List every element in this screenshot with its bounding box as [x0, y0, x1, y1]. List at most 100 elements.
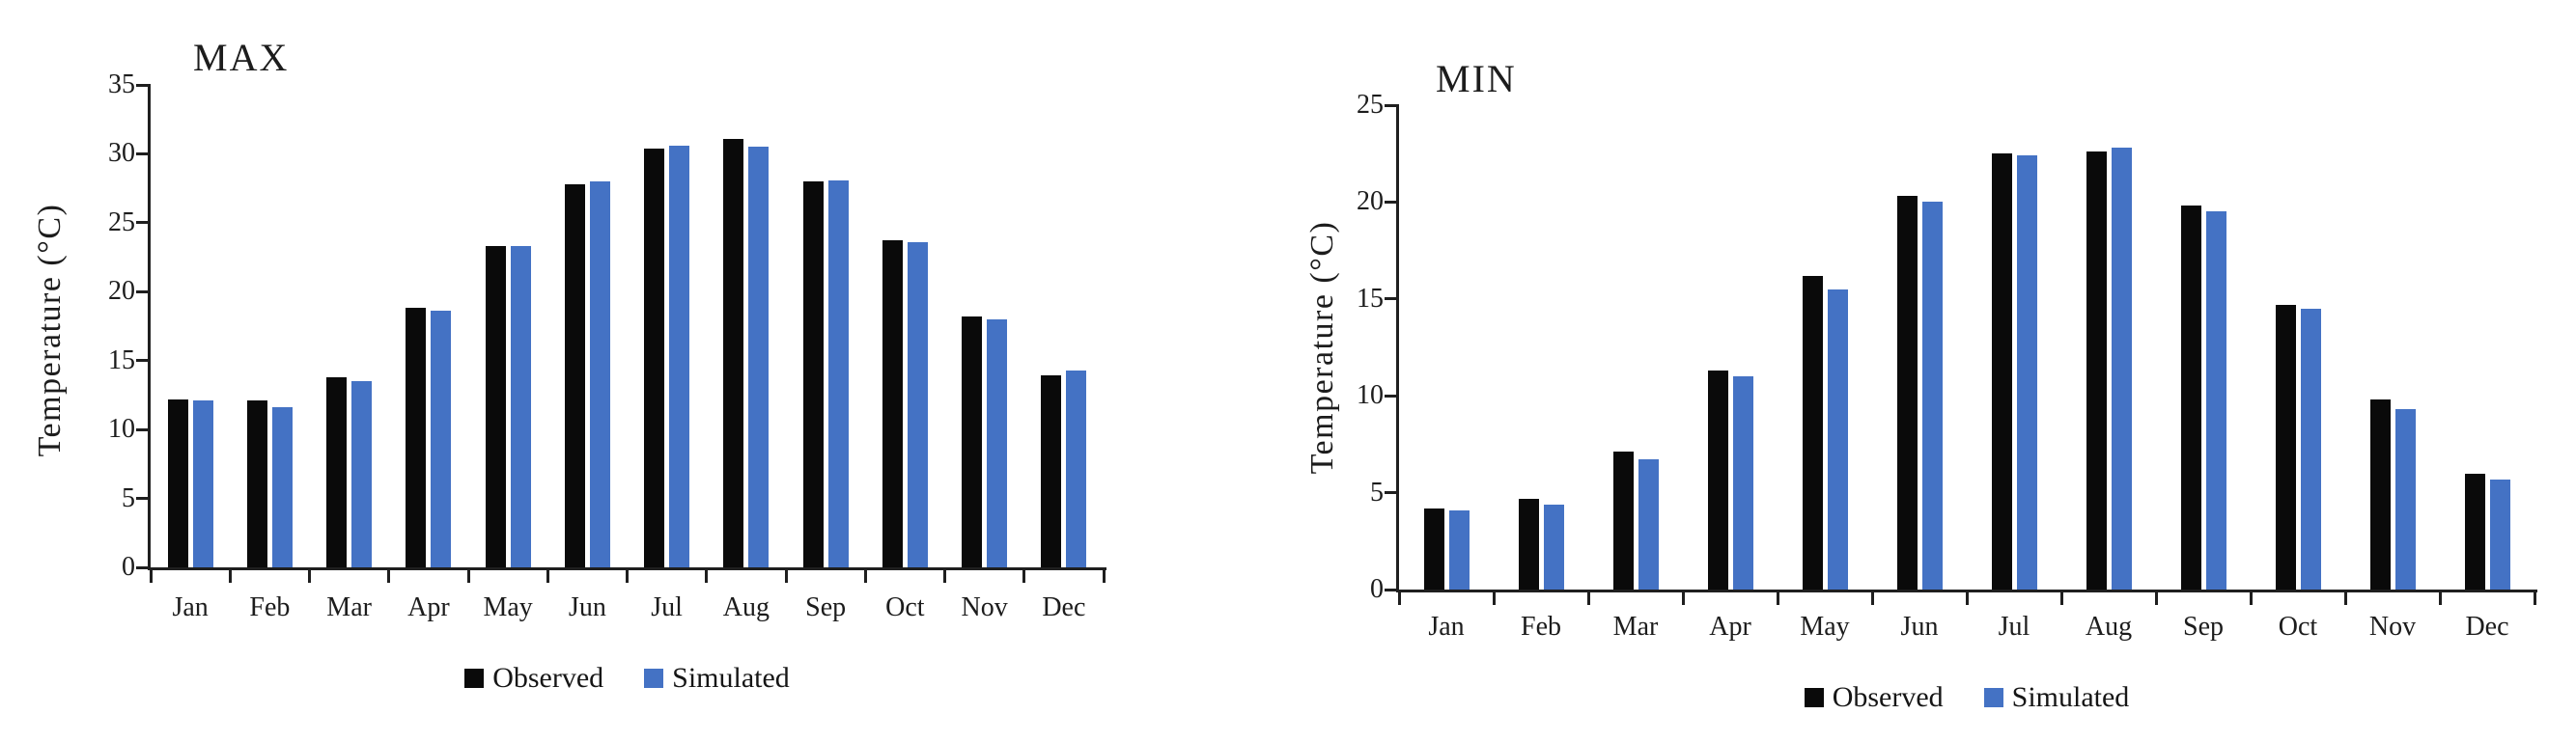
x-tick-label: Jul	[651, 592, 683, 622]
bar-simulated-jul	[669, 145, 690, 567]
bar-simulated-aug	[748, 147, 770, 567]
y-tick-mark	[136, 151, 151, 155]
x-tick-mark	[466, 570, 470, 583]
x-tick-label: Feb	[1521, 612, 1561, 642]
x-tick-mark	[546, 570, 549, 583]
bar-simulated-may	[510, 246, 531, 567]
bar-observed-feb	[246, 400, 267, 567]
y-tick-mark	[136, 359, 151, 363]
x-tick-label: May	[483, 592, 533, 622]
legend-item-observed: Observed	[1804, 683, 1944, 712]
y-tick-label: 10	[108, 414, 135, 445]
x-tick-mark	[228, 570, 232, 583]
x-tick-label: Jun	[568, 592, 606, 622]
x-tick-label: Nov	[961, 592, 1008, 622]
x-tick-label: Mar	[1612, 612, 1659, 642]
y-tick-mark	[136, 497, 151, 501]
x-tick-mark	[1965, 592, 1969, 605]
bar-observed-aug	[2086, 151, 2107, 590]
y-tick-label: 15	[108, 344, 135, 375]
legend: Observed Simulated	[1399, 683, 2534, 712]
x-tick-mark	[149, 570, 153, 583]
bar-observed-jan	[1423, 508, 1444, 590]
legend-label-simulated: Simulated	[2011, 681, 2130, 713]
y-tick-label: 35	[108, 69, 135, 99]
x-tick-mark	[705, 570, 709, 583]
x-tick-label: Jan	[1428, 612, 1465, 642]
x-tick-label: Apr	[407, 592, 450, 622]
x-tick-mark	[387, 570, 391, 583]
x-tick-label: Oct	[885, 592, 925, 622]
bar-observed-mar	[1612, 452, 1634, 590]
x-tick-label: Feb	[249, 592, 291, 622]
bar-observed-dec	[1041, 375, 1062, 567]
bar-observed-dec	[2464, 473, 2485, 590]
bar-observed-jul	[644, 148, 665, 567]
y-tick-label: 0	[122, 552, 135, 582]
bar-simulated-apr	[1732, 376, 1753, 590]
x-tick-mark	[2249, 592, 2253, 605]
y-tick-mark	[1385, 200, 1399, 204]
bar-simulated-feb	[1543, 504, 1564, 590]
x-tick-mark	[2533, 592, 2536, 605]
x-tick-mark	[308, 570, 311, 583]
x-tick-mark	[1022, 570, 1026, 583]
legend: Observed Simulated	[151, 664, 1104, 693]
y-tick-label: 10	[1357, 380, 1384, 411]
x-tick-mark	[1776, 592, 1779, 605]
x-tick-mark	[2154, 592, 2158, 605]
bar-simulated-jun	[1921, 202, 1943, 590]
x-tick-mark	[1102, 570, 1106, 583]
x-axis-line	[148, 567, 1106, 570]
y-tick-label: 5	[122, 482, 135, 513]
x-tick-label: Jul	[1998, 612, 2030, 642]
bar-simulated-nov	[2394, 409, 2416, 590]
x-tick-mark	[2343, 592, 2347, 605]
bar-simulated-mar	[351, 381, 373, 567]
x-tick-label: Mar	[326, 592, 372, 622]
legend-label-observed: Observed	[492, 662, 604, 694]
y-tick-mark	[136, 289, 151, 293]
bar-simulated-jan	[192, 400, 213, 567]
y-axis-line	[148, 85, 151, 570]
bar-observed-jul	[1991, 153, 2012, 590]
bar-simulated-oct	[907, 241, 928, 567]
chart-title-max: MAX	[193, 36, 290, 79]
x-tick-label: Jun	[1900, 612, 1939, 642]
x-tick-mark	[1681, 592, 1685, 605]
y-tick-label: 0	[1370, 574, 1384, 604]
y-tick-mark	[1385, 588, 1399, 591]
bar-observed-nov	[2369, 399, 2391, 590]
legend-swatch-simulated-icon	[644, 669, 664, 688]
x-tick-mark	[1586, 592, 1590, 605]
x-tick-label: Apr	[1709, 612, 1751, 642]
x-tick-mark	[863, 570, 867, 583]
x-tick-mark	[1492, 592, 1496, 605]
bar-simulated-nov	[987, 318, 1008, 567]
x-tick-label: Aug	[722, 592, 770, 622]
y-tick-label: 25	[1357, 90, 1384, 120]
bar-observed-sep	[2180, 206, 2201, 590]
x-tick-label: May	[1800, 612, 1850, 642]
x-tick-label: Nov	[2368, 612, 2417, 642]
x-tick-mark	[2059, 592, 2063, 605]
bar-simulated-sep	[827, 179, 849, 567]
y-tick-mark	[136, 83, 151, 87]
y-tick-label: 5	[1370, 477, 1384, 508]
y-tick-label: 30	[108, 138, 135, 169]
legend-item-simulated: Simulated	[1983, 681, 2130, 713]
bar-simulated-mar	[1638, 459, 1659, 590]
x-tick-label: Jan	[172, 592, 209, 622]
bar-simulated-jun	[589, 181, 610, 567]
legend-swatch-simulated-icon	[1983, 688, 2003, 707]
bar-simulated-dec	[2489, 479, 2510, 590]
bar-observed-aug	[723, 138, 744, 567]
bar-observed-apr	[406, 308, 427, 567]
x-tick-label: Dec	[2465, 612, 2509, 642]
bar-simulated-jan	[1448, 509, 1470, 590]
x-tick-mark	[1870, 592, 1874, 605]
x-tick-mark	[626, 570, 629, 583]
x-tick-mark	[943, 570, 946, 583]
chart-title-min: MIN	[1436, 57, 1517, 100]
bar-observed-may	[1802, 275, 1823, 590]
